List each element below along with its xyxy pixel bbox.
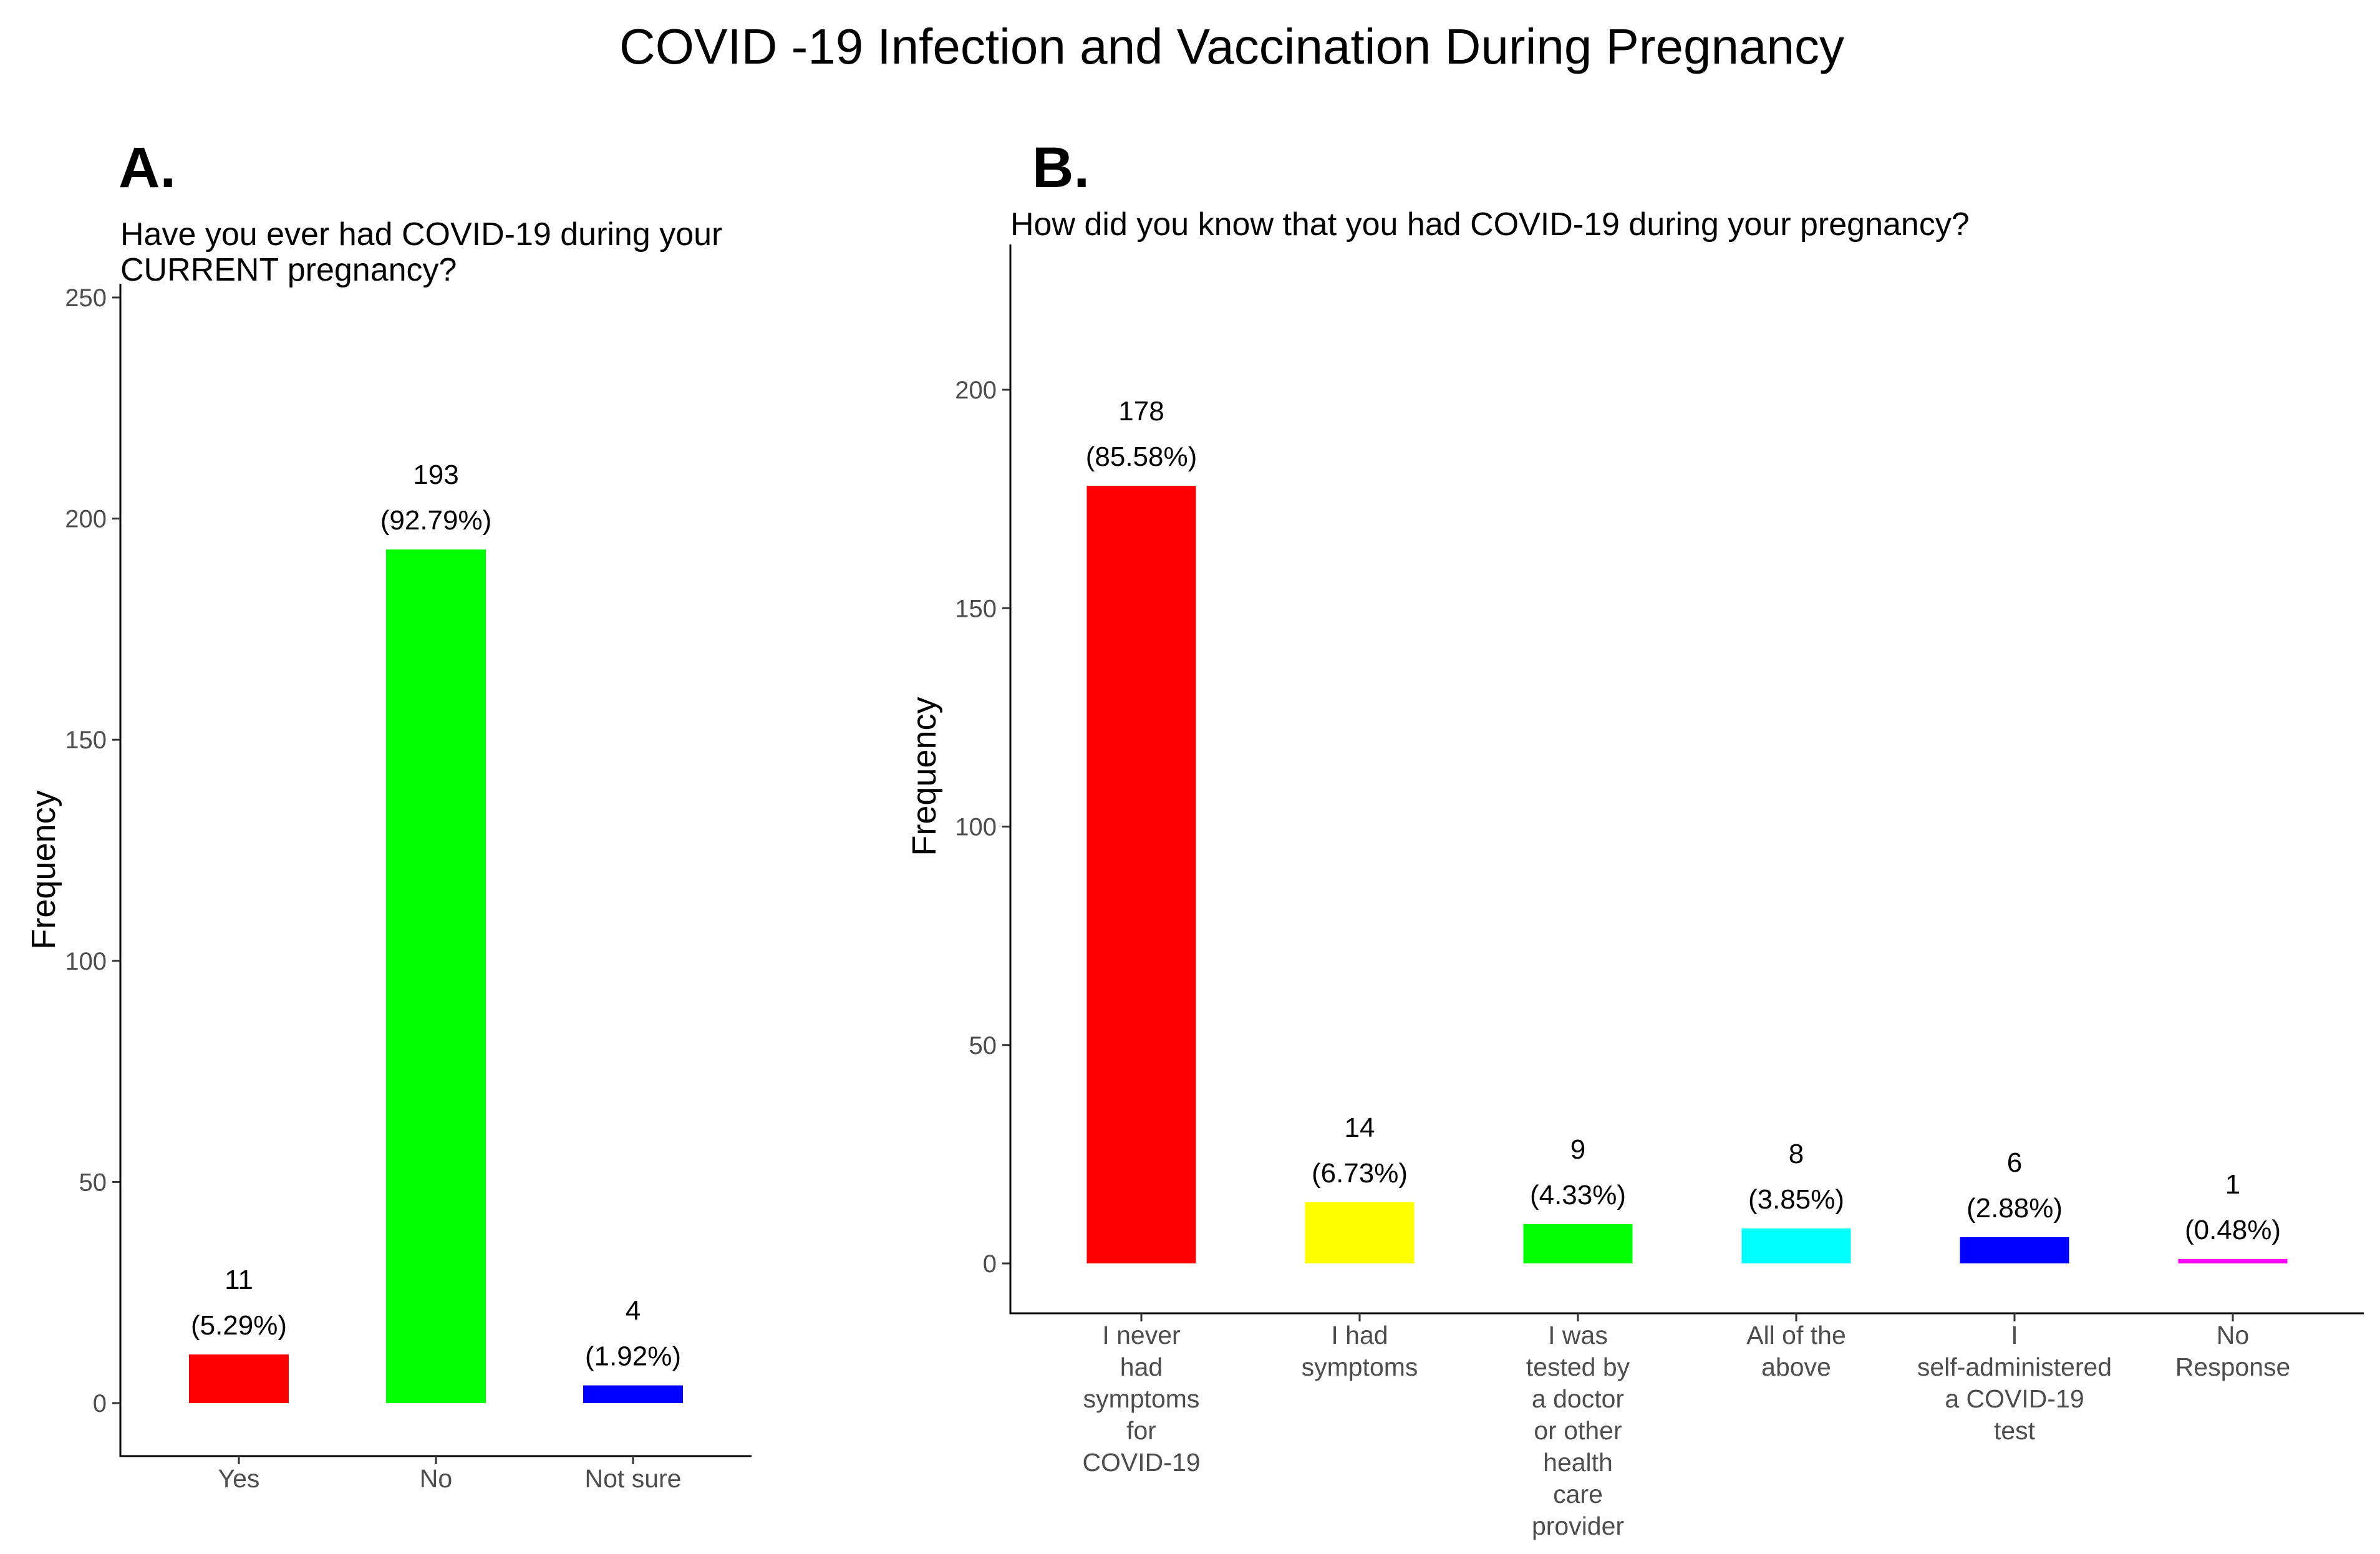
bar-count-label: 14 xyxy=(1345,1112,1375,1143)
x-category-label: for xyxy=(1126,1416,1156,1445)
x-category-label: tested by xyxy=(1526,1353,1630,1381)
x-category-label: No xyxy=(420,1464,452,1493)
chart-subtitle-line: Have you ever had COVID-19 during your xyxy=(120,216,722,253)
figure-title: COVID -19 Infection and Vaccination Duri… xyxy=(619,19,1844,74)
y-tick-label: 250 xyxy=(65,284,107,312)
y-tick-label: 200 xyxy=(955,377,997,404)
x-category-label: self-administered xyxy=(1917,1353,2112,1381)
y-axis-title: Frequency xyxy=(25,790,62,949)
y-tick-label: 200 xyxy=(65,506,107,533)
x-category-label: I was xyxy=(1548,1321,1608,1349)
x-category-label: a COVID-19 xyxy=(1945,1384,2084,1413)
x-category-label: No xyxy=(2217,1321,2249,1349)
y-tick-label: 0 xyxy=(93,1390,107,1417)
x-category-label: above xyxy=(1761,1353,1831,1381)
y-axis-title: Frequency xyxy=(906,697,943,856)
bar-count-label: 9 xyxy=(1570,1134,1585,1165)
bar-percent-label: (85.58%) xyxy=(1086,442,1197,472)
y-tick-label: 50 xyxy=(969,1032,997,1059)
bar-percent-label: (92.79%) xyxy=(380,505,492,536)
x-category-label: a doctor xyxy=(1532,1384,1624,1413)
bar-count-label: 178 xyxy=(1118,396,1164,427)
bar-percent-label: (4.33%) xyxy=(1530,1180,1626,1210)
bar xyxy=(1741,1228,1851,1263)
x-category-label: care xyxy=(1553,1480,1603,1508)
bar-percent-label: (1.92%) xyxy=(585,1341,681,1372)
x-category-label: provider xyxy=(1532,1512,1624,1540)
chart-subtitle-line: How did you know that you had COVID-19 d… xyxy=(1010,206,1970,243)
y-tick-label: 150 xyxy=(955,595,997,622)
x-category-label: I never xyxy=(1102,1321,1180,1349)
bar-count-label: 6 xyxy=(2007,1147,2022,1178)
bar xyxy=(583,1385,683,1403)
x-category-label: had xyxy=(1120,1353,1163,1381)
bar-percent-label: (5.29%) xyxy=(191,1310,287,1341)
bar xyxy=(189,1354,289,1403)
x-category-label: I xyxy=(2011,1321,2018,1349)
x-category-label: All of the xyxy=(1746,1321,1846,1349)
x-category-label: or other xyxy=(1534,1416,1622,1445)
x-category-label: symptoms xyxy=(1083,1384,1200,1413)
bar-count-label: 8 xyxy=(1789,1139,1804,1169)
y-tick-label: 100 xyxy=(955,814,997,841)
bar-percent-label: (6.73%) xyxy=(1312,1158,1408,1189)
bar xyxy=(1960,1237,2069,1263)
x-category-label: health xyxy=(1543,1448,1613,1477)
x-category-label: Response xyxy=(2175,1353,2291,1381)
bar xyxy=(1086,486,1196,1263)
panel-tag: B. xyxy=(1032,136,1090,200)
panel-tag: A. xyxy=(119,136,176,200)
panel-a-chart: A. Have you ever had COVID-19 during your… xyxy=(25,136,752,1493)
y-tick-label: 0 xyxy=(983,1250,997,1278)
x-category-label: test xyxy=(1994,1416,2036,1445)
bar-percent-label: (0.48%) xyxy=(2185,1215,2281,1245)
bar-count-label: 11 xyxy=(225,1265,253,1295)
bar xyxy=(2178,1258,2288,1263)
bar xyxy=(386,549,486,1403)
y-tick-label: 150 xyxy=(65,726,107,754)
bar xyxy=(1305,1202,1415,1263)
bar-count-label: 1 xyxy=(2225,1169,2240,1200)
x-category-label: COVID-19 xyxy=(1082,1448,1200,1477)
bar-percent-label: (2.88%) xyxy=(1966,1193,2063,1223)
x-category-label: Not sure xyxy=(585,1464,682,1493)
bar-count-label: 4 xyxy=(626,1296,641,1326)
bar xyxy=(1523,1223,1633,1263)
bar-count-label: 193 xyxy=(413,460,458,490)
panel-b-chart: B. How did you know that you had COVID-19… xyxy=(906,136,2364,1540)
x-category-label: symptoms xyxy=(1302,1353,1418,1381)
y-tick-label: 100 xyxy=(65,948,107,975)
x-category-label: Yes xyxy=(218,1464,260,1493)
y-tick-label: 50 xyxy=(79,1169,107,1196)
x-category-label: I had xyxy=(1331,1321,1388,1349)
bar-percent-label: (3.85%) xyxy=(1748,1184,1844,1215)
chart-subtitle-line: CURRENT pregnancy? xyxy=(120,252,457,288)
